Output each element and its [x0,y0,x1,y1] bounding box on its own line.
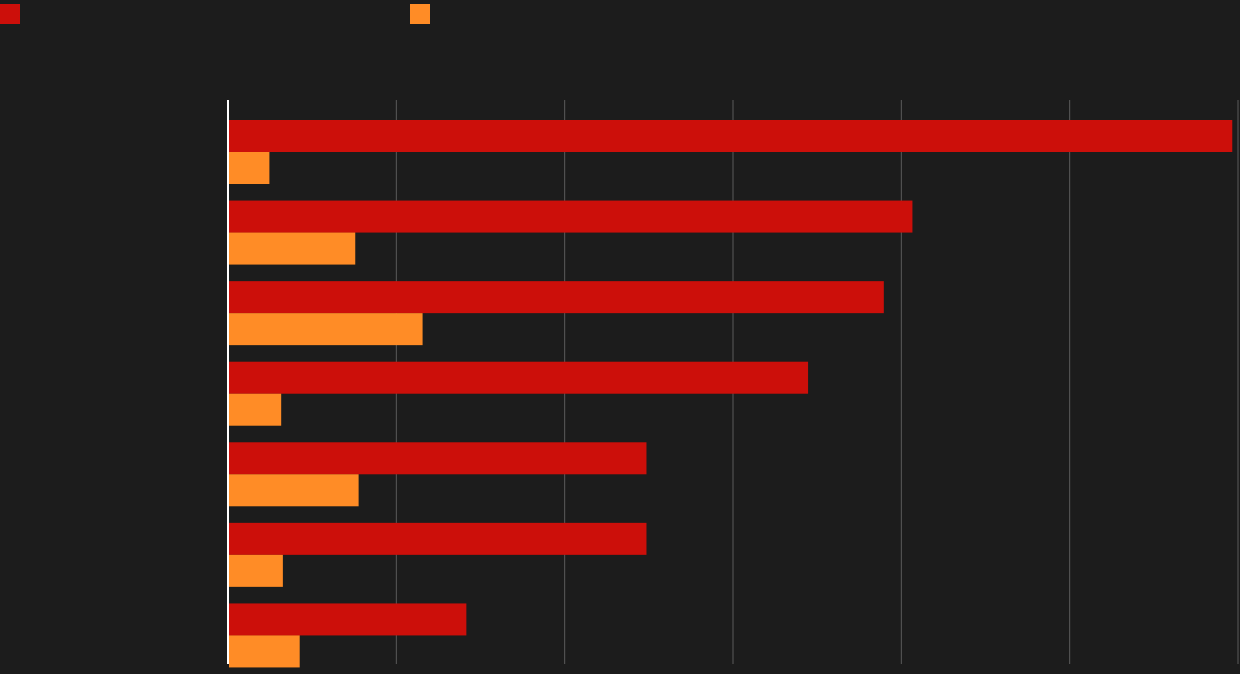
bar [229,152,270,184]
bar [229,200,913,233]
bar [229,603,467,636]
bar [229,442,647,475]
bar [229,522,647,555]
bar [229,554,283,587]
bar [229,281,884,314]
bar [229,393,282,426]
bar [229,232,356,265]
legend-swatch [410,4,430,24]
bar [229,361,809,394]
bar [229,120,1233,152]
bar [229,474,359,507]
bar [229,313,423,346]
bar [229,635,300,668]
legend-swatch [0,4,20,24]
